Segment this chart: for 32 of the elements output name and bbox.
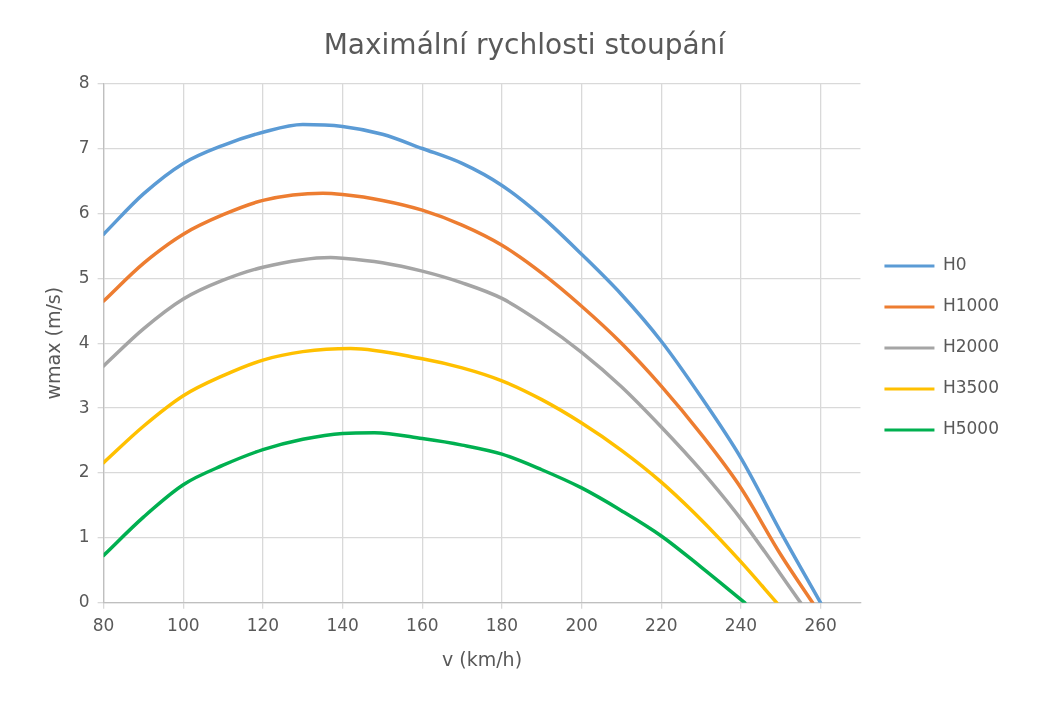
line-series	[103, 346, 779, 603]
x-tick-label: 200	[565, 615, 598, 636]
x-tick-label: 140	[326, 615, 359, 636]
y-tick-label: 5	[78, 266, 90, 287]
legend-label: H0	[942, 254, 967, 275]
x-tick-label: 220	[645, 615, 678, 636]
x-tick-label: 100	[167, 615, 200, 636]
line-series	[103, 431, 747, 603]
y-tick-label: 2	[78, 461, 90, 482]
chart-title: Maximální rychlosti stoupání	[323, 28, 727, 62]
y-tick-label: 6	[78, 201, 90, 222]
y-tick-label: 8	[78, 72, 90, 93]
y-tick-label: 4	[78, 331, 90, 352]
x-tick-label: 260	[804, 615, 837, 636]
y-axis-title: wmax (m/s)	[42, 286, 65, 400]
x-axis-title: v (km/h)	[442, 647, 523, 670]
x-tick-label: 240	[724, 615, 758, 636]
x-tick-label: 160	[406, 615, 439, 636]
y-tick-label: 0	[78, 591, 90, 612]
x-tick-label: 180	[485, 615, 519, 636]
legend-label: H3500	[942, 377, 999, 398]
legend-label: H2000	[942, 336, 999, 357]
line-series	[103, 255, 803, 603]
x-tick-label: 80	[92, 615, 115, 636]
x-tick-label: 120	[246, 615, 280, 636]
line-series	[103, 122, 823, 603]
y-tick-label: 3	[78, 396, 90, 417]
legend-label: H5000	[942, 418, 999, 439]
y-tick-label: 7	[78, 136, 90, 157]
line-series	[103, 191, 815, 603]
y-tick-label: 1	[78, 526, 90, 547]
legend-label: H1000	[942, 295, 999, 316]
